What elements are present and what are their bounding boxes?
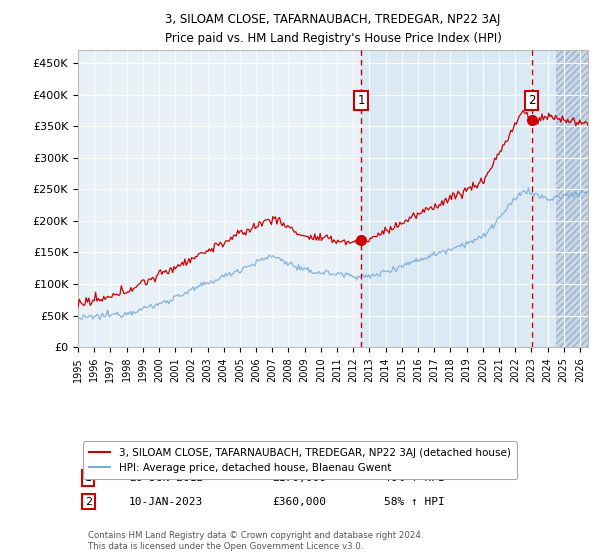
Text: £360,000: £360,000 xyxy=(272,497,326,507)
Text: 1: 1 xyxy=(85,473,92,483)
Title: 3, SILOAM CLOSE, TAFARNAUBACH, TREDEGAR, NP22 3AJ
Price paid vs. HM Land Registr: 3, SILOAM CLOSE, TAFARNAUBACH, TREDEGAR,… xyxy=(164,13,502,45)
Text: 2: 2 xyxy=(528,95,536,108)
Bar xyxy=(556,50,588,347)
Text: 10-JAN-2023: 10-JAN-2023 xyxy=(129,497,203,507)
Text: 58% ↑ HPI: 58% ↑ HPI xyxy=(384,497,445,507)
Bar xyxy=(361,50,556,347)
Text: 2: 2 xyxy=(85,497,92,507)
Legend: 3, SILOAM CLOSE, TAFARNAUBACH, TREDEGAR, NP22 3AJ (detached house), HPI: Average: 3, SILOAM CLOSE, TAFARNAUBACH, TREDEGAR,… xyxy=(83,441,517,479)
Text: 26-JUN-2012: 26-JUN-2012 xyxy=(129,473,203,483)
Text: 1: 1 xyxy=(358,95,365,108)
Text: 46% ↑ HPI: 46% ↑ HPI xyxy=(384,473,445,483)
Text: £170,000: £170,000 xyxy=(272,473,326,483)
Text: Contains HM Land Registry data © Crown copyright and database right 2024.
This d: Contains HM Land Registry data © Crown c… xyxy=(88,531,424,550)
